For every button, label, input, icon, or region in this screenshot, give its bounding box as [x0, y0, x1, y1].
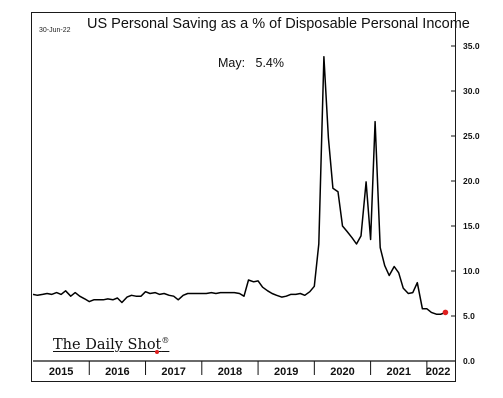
y-tick-label: 0.0 [463, 356, 475, 366]
chart-frame [31, 12, 456, 382]
x-tick-label: 2021 [386, 366, 410, 378]
y-tick-label: 5.0 [463, 311, 475, 321]
x-tick-label: 2017 [161, 366, 185, 378]
logo-dot-icon [155, 350, 159, 354]
y-tick-label: 30.0 [463, 86, 480, 96]
series-line [32, 56, 446, 315]
x-tick-label: 2016 [105, 366, 129, 378]
chart-date: 30-Jun-22 [39, 27, 71, 34]
x-tick-label: 2018 [218, 366, 242, 378]
y-tick-label: 35.0 [463, 41, 480, 51]
source-logo: The Daily Shot® [53, 336, 169, 353]
latest-value-annotation: May: 5.4% [218, 56, 284, 70]
x-tick-label: 2022 [426, 366, 450, 378]
y-tick-label: 15.0 [463, 221, 480, 231]
latest-point-marker [442, 309, 449, 316]
source-logo-text: The Daily Shot [53, 336, 162, 353]
y-tick-label: 25.0 [463, 131, 480, 141]
y-tick-label: 10.0 [463, 266, 480, 276]
x-tick-label: 2019 [274, 366, 298, 378]
x-tick-label: 2020 [330, 366, 354, 378]
chart-title: US Personal Saving as a % of Disposable … [87, 16, 470, 32]
x-tick-label: 2015 [49, 366, 73, 378]
y-tick-label: 20.0 [463, 176, 480, 186]
source-logo-mark: ® [161, 336, 170, 345]
